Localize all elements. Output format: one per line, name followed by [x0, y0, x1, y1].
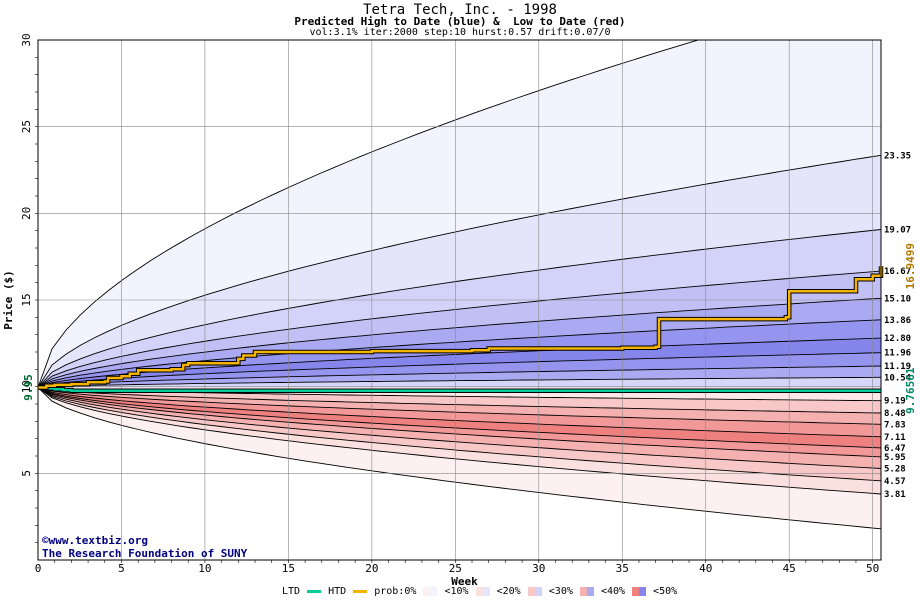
chart-legend: LTD HTD prob:0% <10% <20% <30% <40% <50%: [282, 586, 677, 598]
low-band-5: [38, 387, 881, 448]
contour-line-14: [38, 387, 881, 458]
y-tick-label-5: 5: [20, 470, 33, 477]
legend-htd-swatch: [353, 590, 368, 593]
contour-line-6: [38, 352, 881, 388]
plot-frame: [37, 39, 882, 561]
right-label-7.11: 7.11: [884, 433, 906, 443]
high-band-7: [38, 352, 881, 388]
high-band-5: [38, 319, 881, 388]
contour-line-10: [38, 387, 881, 414]
x-tick-label-0: 0: [35, 562, 42, 575]
contour-line-0: [38, 154, 881, 388]
start-price-label: 9.95: [22, 374, 35, 401]
contour-line-7: [38, 365, 881, 388]
x-tick-label-50: 50: [866, 562, 879, 575]
low-band-1: [38, 387, 881, 494]
legend-swatch-30: [579, 587, 594, 596]
right-label-23.35: 23.35: [884, 151, 911, 161]
low-band-7: [38, 387, 881, 425]
credit-url[interactable]: www.textbiz.org: [48, 534, 148, 547]
outer-high-curve: [38, 40, 700, 388]
contour-line-3: [38, 297, 881, 388]
low-band-2: [38, 387, 881, 481]
ltd-end-label: 9.76561: [904, 367, 917, 414]
chart-subtitle: Predicted High to Date (blue) & Low to D…: [294, 15, 626, 28]
y-tick-label-15: 15: [20, 293, 33, 306]
y-tick-label-30: 30: [20, 33, 33, 46]
chart-parameters: vol:3.1% iter:2000 step:10 hurst:0.57 dr…: [309, 27, 611, 38]
right-label-6.47: 6.47: [884, 444, 906, 454]
low-band-3: [38, 387, 881, 469]
contour-line-4: [38, 319, 881, 388]
high-band-2: [38, 229, 881, 388]
outer-low-curve: [38, 387, 881, 530]
x-tick-label-35: 35: [616, 562, 629, 575]
contour-line-1: [38, 229, 881, 388]
contour-line-12: [38, 387, 881, 438]
contour-line-2: [38, 270, 881, 388]
right-label-16.67: 16.67: [884, 267, 911, 277]
y-tick-label-25: 25: [20, 120, 33, 133]
credit-line-2: The Research Foundation of SUNY: [42, 547, 248, 560]
copyright-icon: ©: [42, 534, 49, 547]
chart-title: Tetra Tech, Inc. - 1998: [363, 2, 557, 18]
y-tick-label-20: 20: [20, 207, 33, 220]
legend-ltd-label: LTD: [282, 586, 301, 597]
low-band-0: [38, 387, 881, 529]
legend-item-50: <50%: [653, 586, 678, 597]
x-tick-label-25: 25: [449, 562, 462, 575]
right-label-4.57: 4.57: [884, 477, 906, 487]
right-label-12.80: 12.80: [884, 334, 911, 344]
legend-swatch-20: [527, 587, 542, 596]
low-band-6: [38, 387, 881, 437]
right-label-7.83: 7.83: [884, 420, 906, 430]
legend-swatch-0: [423, 587, 438, 596]
legend-ltd-swatch: [307, 590, 322, 593]
legend-item-30: <30%: [548, 586, 573, 597]
right-label-3.81: 3.81: [884, 490, 906, 500]
right-label-11.19: 11.19: [884, 362, 911, 372]
contour-line-13: [38, 387, 881, 449]
x-tick-label-20: 20: [365, 562, 378, 575]
x-tick-label-45: 45: [783, 562, 796, 575]
high-band-6: [38, 338, 881, 388]
y-tick-label-10: 10: [20, 380, 33, 393]
contour-line-16: [38, 387, 881, 482]
htd-series-line: [38, 266, 883, 389]
contour-line-17: [38, 387, 881, 495]
x-tick-label-30: 30: [532, 562, 545, 575]
right-label-9.19: 9.19: [884, 397, 906, 407]
right-label-8.48: 8.48: [884, 409, 906, 419]
htd-end-label: 16.9499: [904, 243, 917, 289]
legend-item-20: <20%: [496, 586, 521, 597]
legend-prob-label: prob:0%: [374, 586, 417, 597]
x-tick-label-10: 10: [198, 562, 211, 575]
x-tick-label-5: 5: [118, 562, 125, 575]
right-label-11.96: 11.96: [884, 349, 911, 359]
legend-item-40: <40%: [600, 586, 626, 597]
right-label-5.28: 5.28: [884, 464, 906, 474]
legend-swatch-40: [632, 587, 647, 596]
right-label-13.86: 13.86: [884, 316, 911, 326]
contour-line-11: [38, 387, 881, 425]
legend-htd-label: HTD: [328, 586, 347, 597]
credit-line-1: ©www.textbiz.org: [42, 534, 247, 547]
high-band-core: [38, 377, 881, 388]
credit-block: ©www.textbiz.org The Research Foundation…: [42, 534, 247, 560]
legend-swatch-10: [475, 587, 490, 596]
x-axis-label: Week: [451, 575, 478, 588]
right-label-15.10: 15.10: [884, 294, 911, 304]
y-axis-label: Price ($): [2, 270, 15, 330]
right-label-10.54: 10.54: [884, 373, 912, 383]
contour-line-8: [38, 376, 881, 388]
x-tick-label-40: 40: [699, 562, 712, 575]
low-band-4: [38, 387, 881, 457]
right-label-5.95: 5.95: [884, 453, 906, 463]
x-tick-label-15: 15: [282, 562, 295, 575]
contour-line-15: [38, 387, 881, 469]
high-band-8: [38, 366, 881, 388]
legend-item-10: <10%: [444, 586, 469, 597]
right-label-19.07: 19.07: [884, 225, 911, 235]
